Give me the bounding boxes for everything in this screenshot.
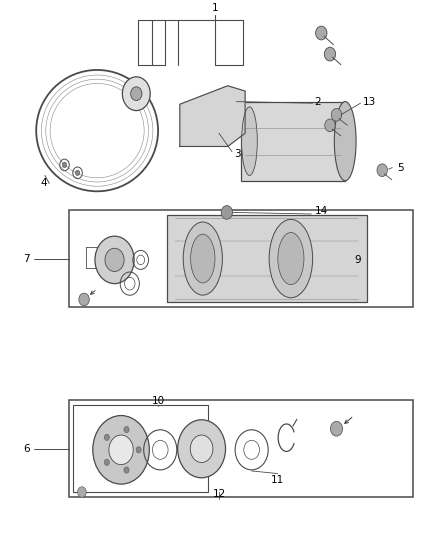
Bar bbox=[73, 405, 208, 492]
Circle shape bbox=[331, 109, 342, 121]
Polygon shape bbox=[180, 86, 245, 147]
Text: 8: 8 bbox=[108, 249, 115, 260]
Circle shape bbox=[78, 487, 86, 497]
Text: 11: 11 bbox=[271, 475, 284, 485]
Circle shape bbox=[62, 162, 67, 167]
Circle shape bbox=[178, 420, 226, 478]
Bar bbox=[69, 400, 413, 497]
Text: 3: 3 bbox=[234, 149, 241, 159]
Text: 13: 13 bbox=[363, 96, 376, 107]
Text: 14: 14 bbox=[315, 206, 328, 216]
Circle shape bbox=[104, 434, 110, 440]
Text: 7: 7 bbox=[23, 254, 30, 264]
Bar bbox=[69, 210, 413, 308]
Circle shape bbox=[131, 87, 142, 101]
Circle shape bbox=[79, 293, 89, 306]
Circle shape bbox=[104, 459, 110, 465]
Text: 2: 2 bbox=[315, 96, 321, 107]
Circle shape bbox=[190, 435, 213, 463]
Text: 6: 6 bbox=[23, 444, 30, 454]
Circle shape bbox=[75, 170, 80, 175]
Text: 5: 5 bbox=[397, 163, 404, 173]
Circle shape bbox=[324, 47, 336, 61]
Circle shape bbox=[109, 435, 133, 465]
Ellipse shape bbox=[334, 102, 356, 181]
Circle shape bbox=[221, 206, 233, 219]
Circle shape bbox=[93, 416, 149, 484]
Text: 9: 9 bbox=[354, 255, 360, 265]
Ellipse shape bbox=[242, 107, 257, 175]
Ellipse shape bbox=[191, 234, 215, 283]
Text: 12: 12 bbox=[212, 489, 226, 499]
Circle shape bbox=[122, 77, 150, 110]
Ellipse shape bbox=[278, 232, 304, 285]
Text: 10: 10 bbox=[152, 396, 165, 406]
Circle shape bbox=[124, 426, 129, 433]
Bar bbox=[241, 102, 345, 181]
Circle shape bbox=[136, 447, 141, 453]
Circle shape bbox=[105, 248, 124, 271]
Circle shape bbox=[95, 236, 134, 284]
Circle shape bbox=[124, 467, 129, 473]
Ellipse shape bbox=[269, 220, 313, 298]
Text: 4: 4 bbox=[41, 179, 47, 188]
Circle shape bbox=[330, 422, 343, 436]
Circle shape bbox=[377, 164, 388, 176]
Text: 1: 1 bbox=[212, 4, 218, 13]
Circle shape bbox=[316, 26, 327, 40]
Ellipse shape bbox=[183, 222, 223, 295]
Bar bbox=[167, 215, 367, 302]
Circle shape bbox=[325, 119, 335, 132]
